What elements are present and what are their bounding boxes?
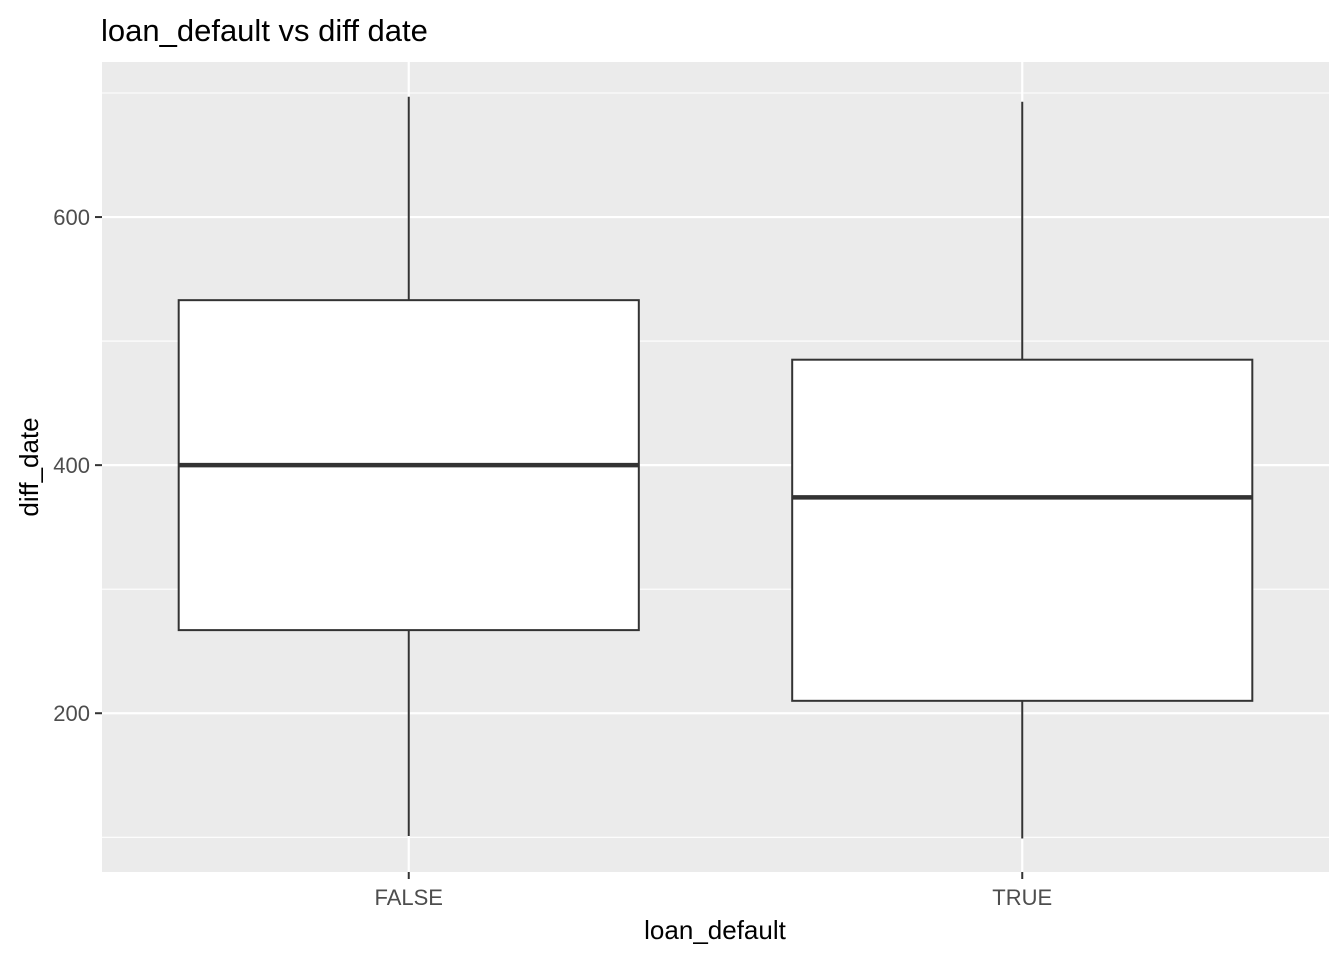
box-true [791,101,1254,839]
x-tick-label: FALSE [375,885,443,910]
box-iqr [791,358,1254,702]
x-tick-label: TRUE [992,885,1052,910]
chart-title: loan_default vs diff date [101,13,428,48]
y-tick-label: 200 [53,701,90,726]
box-false [177,96,640,837]
axis-layer: 200 400 600 FALSE TRUE [53,205,1052,910]
y-tick-label: 400 [53,453,90,478]
y-tick-label: 600 [53,205,90,230]
box-layer [177,96,1254,839]
x-axis-title: loan_default [644,915,786,945]
y-axis-title: diff_date [14,417,44,516]
